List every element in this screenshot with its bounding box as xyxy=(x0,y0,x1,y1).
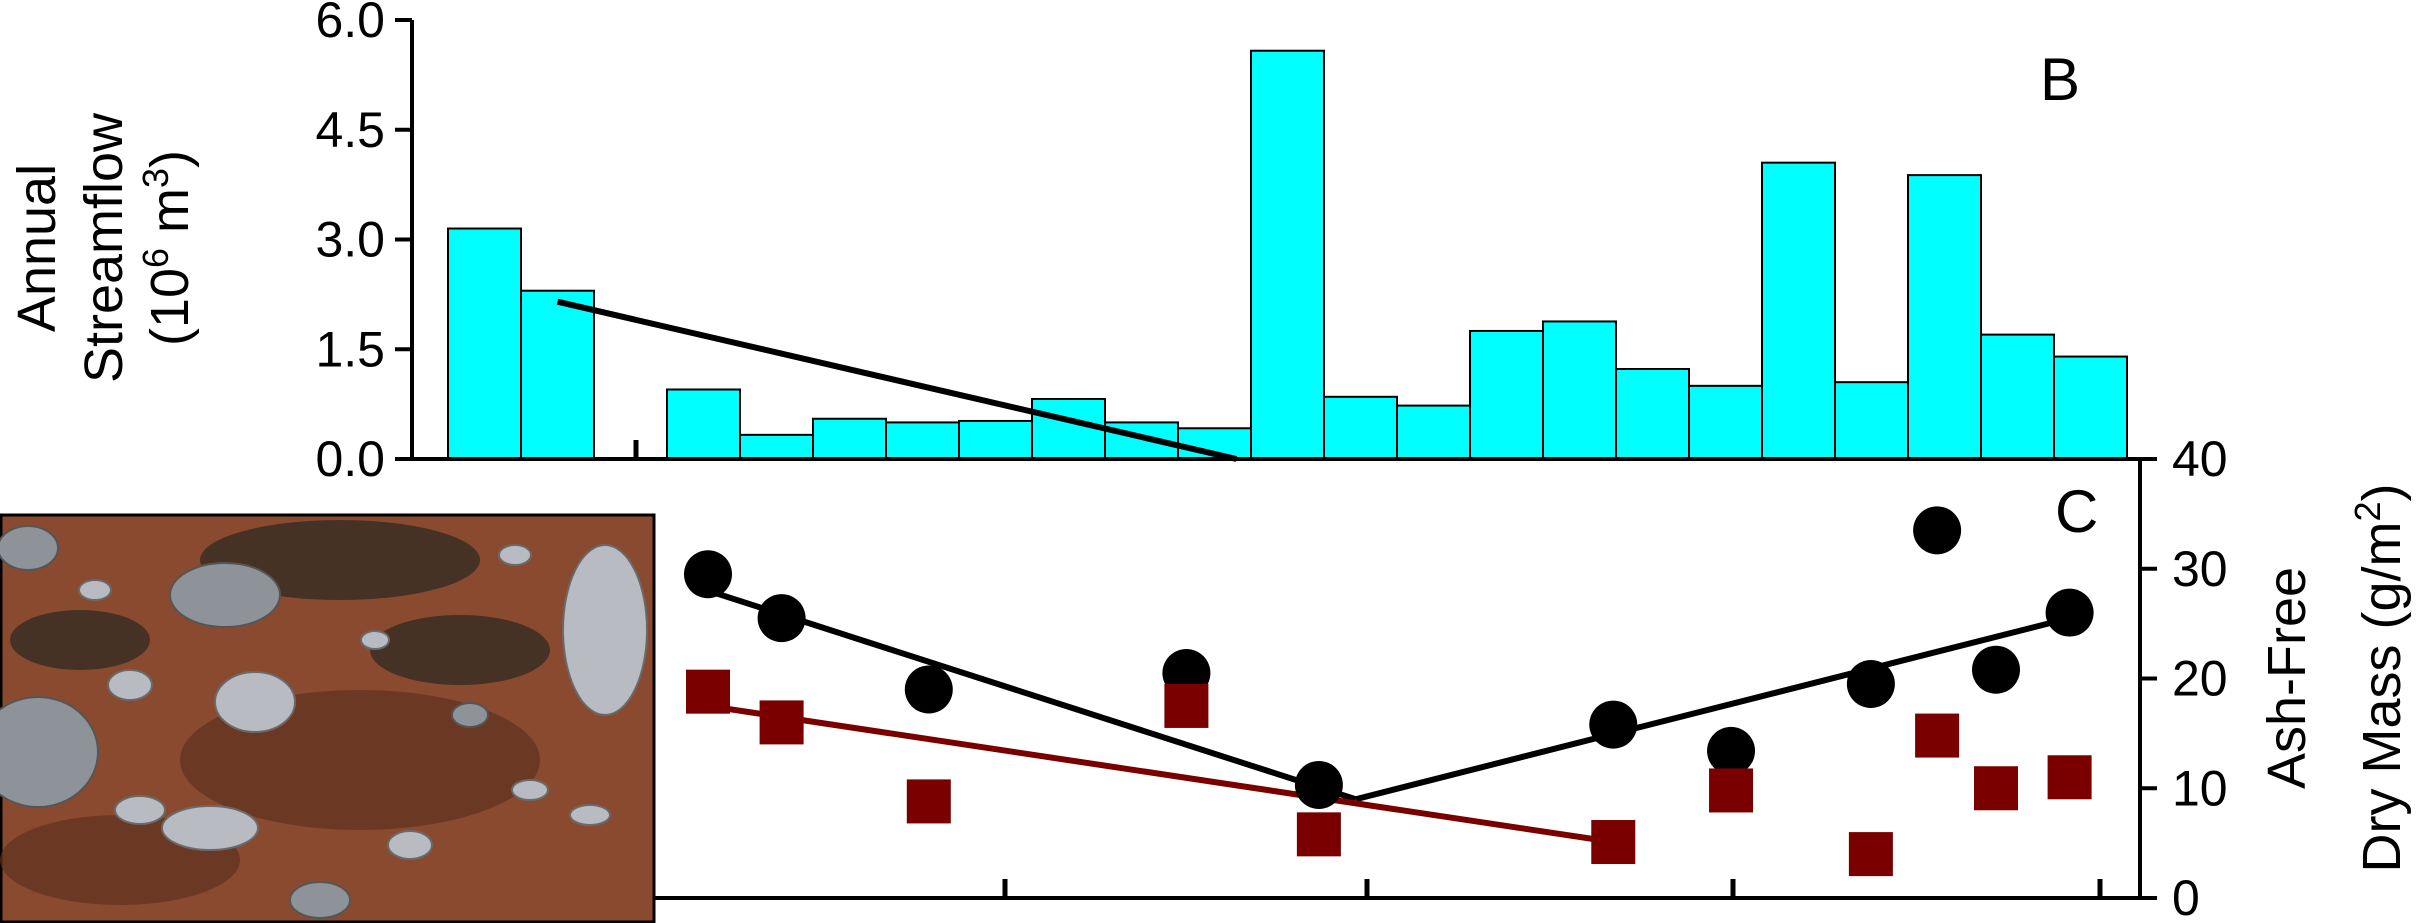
stream-bed-photo xyxy=(0,513,656,923)
streamflow-unit-close: ) xyxy=(140,150,200,168)
streamflow-bar xyxy=(1323,395,1398,460)
dry-mass-trendlines xyxy=(707,587,2071,845)
square-data-point xyxy=(759,700,804,745)
square-data-point xyxy=(1709,768,1754,813)
streamflow-unit-m: m xyxy=(140,188,200,248)
streamflow-bar xyxy=(739,433,814,461)
photo-rock xyxy=(289,881,351,919)
photo-rock xyxy=(387,830,433,860)
photo-rock xyxy=(78,579,112,601)
streamflow-bar xyxy=(1542,320,1617,460)
streamflow-bars xyxy=(447,49,2128,461)
dry-mass-y-ticks: 0 10 20 30 40 xyxy=(2140,431,2228,923)
streamflow-bar xyxy=(447,227,522,460)
photo-rock xyxy=(0,525,59,571)
streamflow-unit-base: (10 xyxy=(140,268,200,346)
circle-data-point xyxy=(1972,645,2020,694)
photo-rock xyxy=(114,795,166,825)
streamflow-y-label-line3: (106 m3) xyxy=(135,150,200,346)
panel-c-letter: C xyxy=(2055,478,2098,545)
photo-rock xyxy=(360,630,390,650)
photo-moss-patch xyxy=(370,615,550,685)
dry-mass-unit-exp-2: 2 xyxy=(2347,501,2388,521)
circle-data-point xyxy=(1294,760,1343,809)
circle-data-point xyxy=(1913,506,1962,555)
streamflow-bar xyxy=(1469,329,1544,461)
streamflow-unit-exp-6: 6 xyxy=(135,248,176,268)
square-data-point xyxy=(2047,755,2092,800)
streamflow-bar xyxy=(1031,398,1106,460)
dry-mass-y-label-line1: Ash-Free xyxy=(2257,567,2317,789)
square-series-trendline xyxy=(707,702,1614,845)
photo-rock xyxy=(451,702,489,728)
streamflow-y-tick-label: 1.5 xyxy=(315,321,385,377)
streamflow-y-label-line1: Annual xyxy=(7,164,67,332)
streamflow-bar xyxy=(2053,355,2128,461)
dry-mass-x-ticks xyxy=(1002,879,2103,898)
photo-rock-large-left xyxy=(0,696,99,808)
circle-series-trendline xyxy=(707,587,1357,803)
square-data-point xyxy=(1974,766,2018,811)
dry-mass-y-tick-label: 30 xyxy=(2172,541,2228,597)
streamflow-bar xyxy=(1980,333,2055,460)
circle-data-point xyxy=(1707,726,1756,775)
dry-mass-unit-close: ) xyxy=(2352,483,2412,501)
streamflow-y-tick-label: 6.0 xyxy=(315,0,385,48)
circle-data-point xyxy=(1589,700,1638,749)
photo-rock xyxy=(511,779,549,801)
streamflow-bar xyxy=(1834,381,1909,460)
streamflow-bar xyxy=(1907,174,1982,460)
photo-rock xyxy=(161,805,259,851)
streamflow-bar xyxy=(1396,404,1471,461)
dry-mass-y-label-line2: Dry Mass (g/m2) xyxy=(2347,483,2412,872)
square-data-point xyxy=(1296,812,1341,857)
streamflow-bar xyxy=(885,421,960,460)
dry-mass-unit-base: Dry Mass (g/m xyxy=(2352,522,2412,873)
streamflow-bar xyxy=(1688,384,1763,461)
photo-rock xyxy=(107,669,153,701)
streamflow-bar xyxy=(1250,49,1325,460)
streamflow-bar xyxy=(1615,368,1690,461)
square-data-point xyxy=(1591,820,1636,865)
panel-b-letter: B xyxy=(2040,46,2080,113)
streamflow-bar xyxy=(666,388,741,460)
photo-rock xyxy=(214,671,296,733)
square-data-point xyxy=(1848,832,1893,877)
circle-data-point xyxy=(684,550,732,599)
dry-mass-y-tick-label: 10 xyxy=(2172,760,2228,816)
streamflow-bar xyxy=(958,419,1033,461)
dry-mass-points xyxy=(684,506,2094,877)
dry-mass-y-tick-label: 40 xyxy=(2172,431,2228,487)
streamflow-bar xyxy=(812,417,887,460)
streamflow-bar xyxy=(1761,161,1836,461)
photo-rock xyxy=(569,804,611,826)
streamflow-y-tick-label: 3.0 xyxy=(315,212,385,268)
streamflow-y-ticks: 0.0 1.5 3.0 4.5 6.0 xyxy=(315,0,412,487)
square-data-point xyxy=(906,779,951,824)
square-data-point xyxy=(1915,713,1960,758)
streamflow-chart: 0.0 1.5 3.0 4.5 6.0 Annual Streamflow (106 m… xyxy=(7,0,2140,487)
streamflow-y-tick-label: 4.5 xyxy=(315,102,385,158)
streamflow-trendline xyxy=(556,298,1238,462)
streamflow-y-tick-label: 0.0 xyxy=(315,431,385,487)
dry-mass-y-tick-label: 0 xyxy=(2172,870,2200,923)
streamflow-unit-exp-3: 3 xyxy=(135,168,176,188)
circle-data-point xyxy=(904,665,953,714)
circle-data-point xyxy=(2045,588,2094,637)
dry-mass-chart: 0 10 20 30 40 Ash-Free Dry Mass (g/m2) C xyxy=(655,431,2412,923)
square-data-point xyxy=(1164,683,1209,728)
photo-rock xyxy=(498,544,532,566)
photo-rock xyxy=(169,562,281,628)
circle-data-point xyxy=(1846,659,1895,708)
square-data-point xyxy=(686,669,730,714)
circle-data-point xyxy=(757,594,806,643)
photo-moss-patch xyxy=(10,610,150,670)
circle-series-trendline xyxy=(1354,615,2071,803)
dry-mass-y-tick-label: 20 xyxy=(2172,651,2228,707)
photo-rock-large-right xyxy=(562,544,648,716)
streamflow-y-label-line2: Streamflow xyxy=(74,112,134,383)
streamflow-bar xyxy=(520,289,595,461)
